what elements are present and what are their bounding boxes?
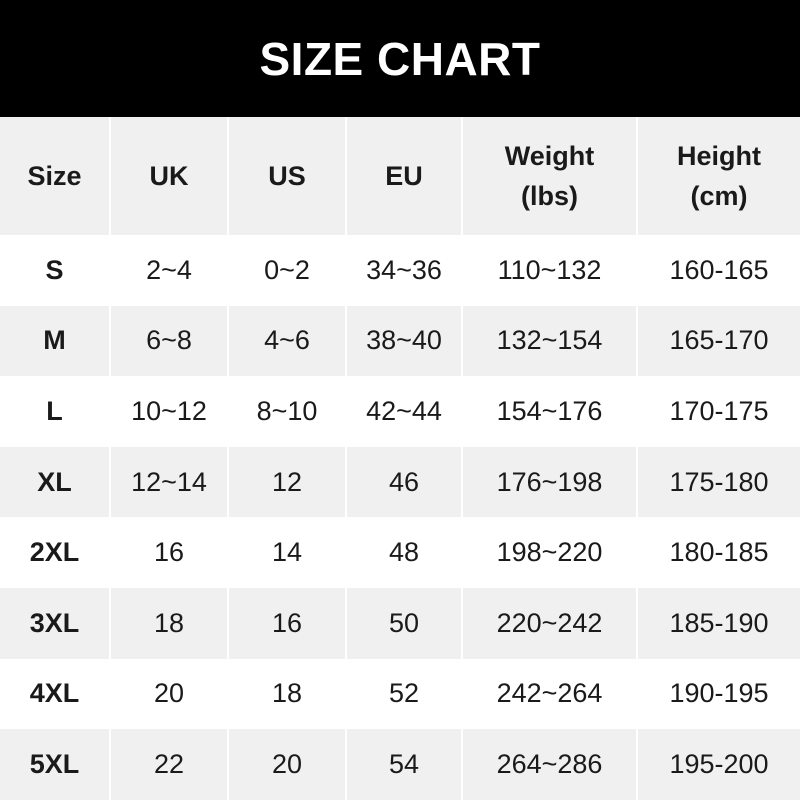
- table-cell: 132~154: [461, 305, 637, 377]
- size-cell: 5XL: [29, 748, 80, 779]
- table-cell: 54: [345, 729, 462, 800]
- table-cell: 2~4: [109, 235, 228, 306]
- table-cell: 110~132: [461, 235, 637, 306]
- header-label: Weight: [504, 141, 595, 171]
- header-label: US: [268, 161, 306, 191]
- table-row: 4XL 20 18 52 242~264 190-195: [0, 658, 800, 730]
- table-cell: 8~10: [227, 376, 346, 447]
- table-cell: 16: [109, 517, 228, 588]
- column-header: Size: [0, 117, 110, 235]
- table-cell: 48: [345, 517, 462, 588]
- table-cell: 220~242: [461, 587, 637, 659]
- header-label: Height: [677, 141, 761, 171]
- table-cell: 12~14: [109, 446, 228, 518]
- table-cell: 0~2: [227, 235, 346, 306]
- table-cell: 154~176: [461, 376, 637, 447]
- table-cell: 264~286: [461, 729, 637, 800]
- column-header: Weight (lbs): [461, 117, 637, 235]
- table-cell: 6~8: [109, 305, 228, 377]
- table-cell: 160-165: [636, 235, 800, 306]
- header-unit: (lbs): [521, 181, 578, 211]
- column-header: US: [227, 117, 346, 235]
- table-cell: 18: [227, 658, 346, 730]
- table-cell: 4~6: [227, 305, 346, 377]
- table-cell: 22: [109, 729, 228, 800]
- table-cell: 16: [227, 587, 346, 659]
- table-cell: 12: [227, 446, 346, 518]
- table-cell: 34~36: [345, 235, 462, 306]
- table-cell: 20: [227, 729, 346, 800]
- table-cell: 18: [109, 587, 228, 659]
- table-cell: 190-195: [636, 658, 800, 730]
- header-row: Size UK US EU Weight (lbs) Height (cm): [0, 117, 800, 235]
- size-cell: 3XL: [29, 607, 80, 638]
- table-row: 5XL 22 20 54 264~286 195-200: [0, 729, 800, 800]
- table-row: 2XL 16 14 48 198~220 180-185: [0, 517, 800, 588]
- table-cell: 46: [345, 446, 462, 518]
- size-cell: L: [46, 395, 63, 426]
- column-header: Height (cm): [636, 117, 800, 235]
- table-cell: 185-190: [636, 587, 800, 659]
- table-cell: 198~220: [461, 517, 637, 588]
- column-header: EU: [345, 117, 462, 235]
- size-cell: S: [45, 254, 64, 285]
- table-row: M 6~8 4~6 38~40 132~154 165-170: [0, 305, 800, 377]
- table-cell: 180-185: [636, 517, 800, 588]
- table-cell: 20: [109, 658, 228, 730]
- size-cell: XL: [37, 466, 72, 497]
- header-label: Size: [27, 161, 82, 191]
- table-cell: 52: [345, 658, 462, 730]
- table-cell: 50: [345, 587, 462, 659]
- table-cell: 175-180: [636, 446, 800, 518]
- table-cell: 14: [227, 517, 346, 588]
- size-table: Size UK US EU Weight (lbs) Height (cm) S 2~4 0~2 3…: [0, 117, 800, 800]
- table-cell: 195-200: [636, 729, 800, 800]
- table-cell: 176~198: [461, 446, 637, 518]
- header-label: UK: [149, 161, 189, 191]
- size-cell: M: [43, 325, 66, 356]
- table-row: S 2~4 0~2 34~36 110~132 160-165: [0, 235, 800, 306]
- table-row: XL 12~14 12 46 176~198 175-180: [0, 446, 800, 518]
- size-cell: 2XL: [29, 537, 80, 568]
- size-chart-title: SIZE CHART: [0, 0, 800, 117]
- table-row: L 10~12 8~10 42~44 154~176 170-175: [0, 376, 800, 447]
- column-header: UK: [109, 117, 228, 235]
- table-cell: 242~264: [461, 658, 637, 730]
- table-cell: 170-175: [636, 376, 800, 447]
- table-cell: 38~40: [345, 305, 462, 377]
- table-cell: 165-170: [636, 305, 800, 377]
- table-cell: 10~12: [109, 376, 228, 447]
- table-cell: 42~44: [345, 376, 462, 447]
- header-label: EU: [385, 161, 423, 191]
- size-cell: 4XL: [29, 678, 80, 709]
- header-unit: (cm): [690, 181, 748, 211]
- table-row: 3XL 18 16 50 220~242 185-190: [0, 587, 800, 659]
